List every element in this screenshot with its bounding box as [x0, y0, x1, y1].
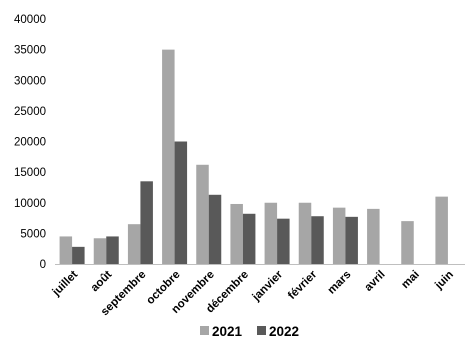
y-tick-label: 0	[40, 259, 46, 271]
x-tick-label: août	[89, 269, 115, 295]
y-tick-label: 35000	[14, 45, 46, 57]
bar-2021-octobre	[162, 49, 175, 264]
x-tick-label: mai	[399, 269, 422, 292]
y-tick-label: 25000	[14, 106, 46, 118]
y-tick-label: 5000	[20, 228, 46, 240]
bar-2021-décembre	[230, 203, 243, 264]
legend-label-2022: 2022	[269, 324, 299, 339]
bar-2021-janvier	[264, 202, 278, 264]
bar-2022-janvier	[277, 218, 290, 264]
bar-2021-septembre	[127, 224, 141, 264]
bar-2021-juin	[435, 196, 448, 264]
legend-label-2021: 2021	[212, 324, 243, 339]
legend: 2021 2022	[200, 324, 299, 339]
bar-2022-décembre	[242, 213, 256, 264]
x-tick-label: juillet	[50, 269, 81, 300]
bar-2021-mars	[332, 207, 346, 264]
y-tick-label: 15000	[14, 167, 46, 179]
y-axis: 0 5000 10000 15000 20000 25000 30000 35000 40000	[14, 14, 46, 271]
x-tick-label: février	[286, 268, 320, 302]
x-tick-label: avril	[362, 269, 387, 294]
y-tick-label: 30000	[14, 75, 46, 87]
bar-2021-mai	[401, 221, 414, 264]
bar-2022-septembre	[140, 181, 153, 264]
bar-2021-juillet	[59, 236, 73, 264]
x-axis: juillet aoûtseptembreoctobrenovembredécem…	[50, 264, 465, 318]
bars-group	[59, 49, 448, 264]
bar-2021-avril	[367, 208, 380, 264]
bar-2021-août	[93, 238, 107, 264]
x-tick-label: mars	[326, 269, 354, 297]
y-tick-label: 40000	[14, 14, 46, 26]
bar-2021-novembre	[196, 164, 209, 264]
x-tick-label: janvier	[250, 268, 286, 304]
y-tick-label: 10000	[14, 198, 46, 210]
bar-2022-mars	[345, 216, 358, 264]
y-tick-label: 20000	[14, 137, 46, 149]
bar-2022-octobre	[174, 141, 188, 264]
bar-2022-novembre	[208, 194, 222, 264]
legend-swatch-2022	[257, 326, 266, 335]
bar-2022-février	[311, 216, 324, 264]
bar-2021-février	[298, 202, 312, 264]
x-tick-label: juin	[432, 269, 456, 293]
legend-swatch-2021	[200, 326, 209, 335]
bar-2022-juillet	[72, 246, 85, 264]
bar-2022-août	[106, 236, 119, 264]
